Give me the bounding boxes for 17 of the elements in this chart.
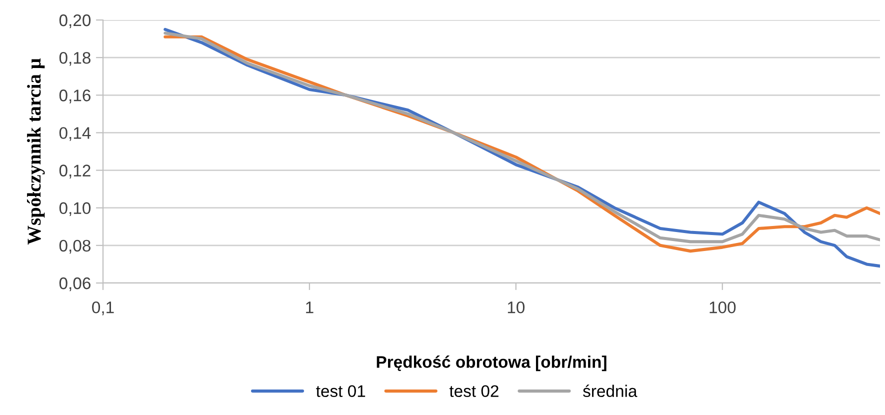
y-tick-label: 0,10 <box>59 202 91 216</box>
y-tick-label: 0,14 <box>59 127 91 141</box>
x-tick-label: 0,1 <box>92 301 114 316</box>
y-tick-label: 0,08 <box>59 240 90 254</box>
y-tick-label: 0,18 <box>59 52 90 66</box>
x-axis-title: Prędkość obrotowa [obr/min] <box>376 355 606 372</box>
x-tick-label: 1 <box>306 302 314 314</box>
x-tick-label: 100 <box>710 301 736 314</box>
legend-label: średnia <box>583 384 638 398</box>
y-tick-label: 0,20 <box>59 14 91 28</box>
x-tick-label: 10 <box>508 301 525 314</box>
y-tick-label: 0,16 <box>59 90 90 104</box>
y-axis-title: Współczynnik tarcia μ <box>27 58 45 245</box>
y-tick-label: 0,12 <box>59 164 90 178</box>
legend-label: test 01 <box>316 385 366 398</box>
y-tick-label: 0,06 <box>59 277 90 292</box>
legend-label: test 02 <box>449 385 498 398</box>
